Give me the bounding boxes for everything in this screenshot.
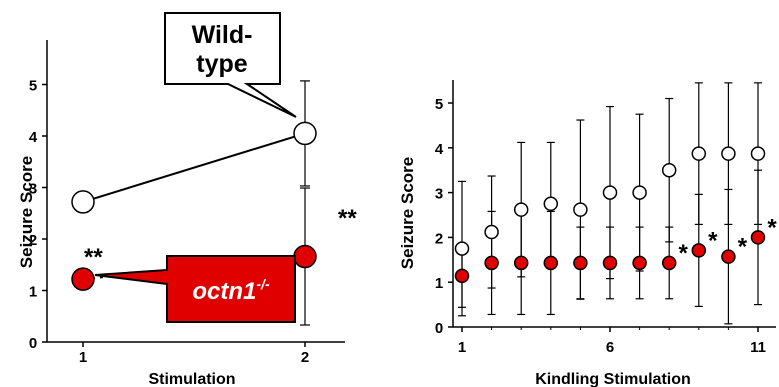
data-point [513,202,529,217]
y-tick-label: 3 [435,186,443,203]
y-tick-label: 0 [29,335,37,352]
y-tick-label: 1 [29,284,37,301]
data-point [513,255,529,271]
data-point [484,224,499,240]
data-point [661,255,677,271]
wildtype-callout: Wild- type [164,12,297,118]
data-point [543,196,559,212]
wildtype-callout-line2: type [196,50,248,78]
right-series [454,82,766,325]
data-point [454,268,470,284]
left-significance-1: ** [84,244,103,271]
data-point [543,255,559,271]
data-point [573,255,588,271]
x-tick-label: 2 [301,349,309,366]
left-chart: 0 1 2 3 4 5 1 2 Seizure Score Stimulation Wild-… [17,12,357,387]
data-point [661,162,677,178]
data-point [691,243,707,258]
data-point [632,185,647,200]
x-tick-label: 6 [606,339,614,356]
left-y-axis-label: Seizure Score [17,156,36,268]
left-axes: 0 1 2 3 4 5 1 2 [29,40,345,366]
data-point [293,244,317,269]
y-tick-label: 0 [435,320,443,337]
data-point [750,146,766,161]
significance-star: * [738,234,748,261]
left-significance-2: ** [338,205,357,232]
right-significance-marks: * * * * [679,214,778,267]
data-point [484,255,499,271]
series-line [82,132,306,203]
data-point [602,185,618,200]
significance-star: * [767,214,777,241]
x-tick-label: 1 [79,349,87,366]
data-point [293,121,317,146]
y-tick-label: 4 [29,129,38,146]
data-point [573,202,588,217]
right-x-axis-label: Kindling Stimulation [535,371,691,387]
data-point [454,241,470,256]
knockout-callout-superscript: -/- [256,276,270,292]
y-tick-label: 2 [29,232,37,249]
knockout-callout-base: octn1 [192,278,256,305]
y-tick-label: 3 [29,181,37,198]
y-tick-label: 4 [435,141,444,158]
significance-star: * [679,240,689,267]
y-tick-label: 5 [435,96,443,113]
data-point [602,255,618,271]
x-tick-label: 11 [750,339,766,356]
left-x-axis-label: Stimulation [148,371,235,387]
data-point [632,255,647,271]
data-point [721,146,736,161]
data-point [691,146,707,161]
knockout-callout: octn1-/- [94,255,296,323]
data-point [71,267,95,291]
y-tick-label: 1 [435,275,443,292]
significance-star: * [708,227,718,254]
y-tick-label: 2 [435,230,443,247]
data-point [750,230,766,245]
y-tick-label: 5 [29,78,37,95]
data-point [71,190,95,214]
x-tick-label: 1 [458,339,466,356]
data-point [721,249,736,264]
wildtype-callout-line1: Wild- [192,21,253,49]
right-y-axis-label: Seizure Score [398,157,417,269]
knockout-callout-label: octn1-/- [192,276,270,305]
